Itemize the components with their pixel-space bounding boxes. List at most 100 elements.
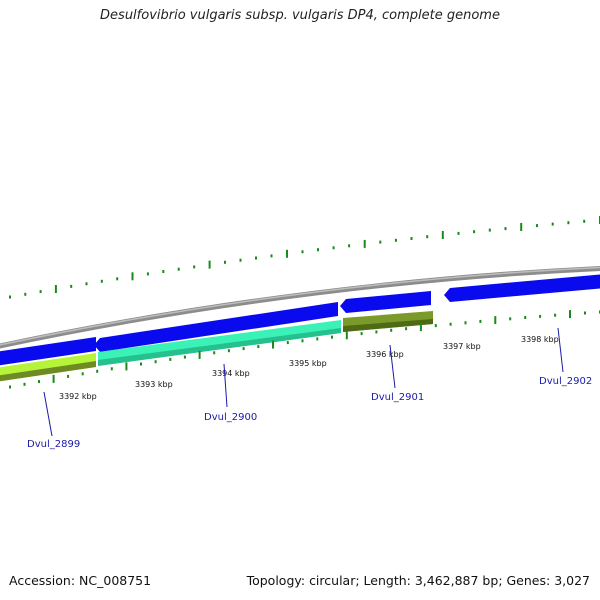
inner-scale-mark — [345, 331, 348, 340]
inner-scale-mark — [9, 385, 11, 389]
inner-scale-mark — [434, 324, 437, 328]
outer-gc-mark — [583, 219, 586, 223]
outer-gc-mark — [473, 230, 476, 234]
inner-scale-mark — [301, 339, 304, 343]
genes-value: 3,027 — [554, 573, 590, 588]
scale-label-3396: 3396 kbp — [366, 350, 404, 359]
outer-gc-mark — [332, 246, 335, 250]
inner-scale-mark — [405, 327, 408, 331]
inner-scale-mark — [125, 362, 128, 371]
inner-scale-mark — [23, 382, 26, 386]
outer-gc-mark — [394, 238, 397, 242]
outer-gc-mark — [116, 277, 119, 281]
gene-forward-1[interactable] — [0, 337, 96, 366]
outer-gc-mark — [162, 270, 165, 273]
outer-gc-mark — [224, 260, 226, 264]
outer-gc-mark — [146, 272, 149, 276]
outer-gc-mark — [131, 272, 134, 281]
outer-gc-mark — [363, 239, 366, 248]
outer-gc-mark — [536, 224, 538, 228]
gene-reverse-2899-shade — [0, 361, 96, 382]
genome-backbone — [0, 265, 600, 349]
topology-label: Topology: — [246, 573, 306, 588]
outer-gc-mark — [255, 256, 257, 260]
outer-gc-mark — [270, 254, 273, 258]
length-value: 3,462,887 bp — [414, 573, 499, 588]
inner-scale-mark — [479, 319, 482, 323]
inner-scale-mark — [316, 337, 319, 341]
gene-forward-4[interactable] — [444, 274, 600, 302]
gene-forward-2[interactable] — [94, 302, 338, 352]
gene-leader-2902 — [557, 327, 564, 373]
outer-gc-mark — [193, 265, 196, 269]
gene-label-dvul-2900[interactable]: Dvul_2900 — [204, 412, 257, 423]
gene-forward-3[interactable] — [340, 291, 431, 313]
inner-scale-mark — [242, 347, 245, 351]
outer-gc-mark — [70, 284, 73, 288]
genes-label: Genes: — [506, 573, 551, 588]
gene-label-dvul-2899[interactable]: Dvul_2899 — [27, 439, 80, 450]
accession-value: NC_008751 — [79, 573, 152, 588]
inner-scale-mark — [52, 374, 55, 383]
inner-scale-mark — [375, 330, 378, 334]
inner-scale-mark — [81, 372, 84, 376]
outer-gc-track — [9, 216, 600, 299]
inner-scale-mark — [569, 310, 571, 319]
inner-scale-mark — [494, 316, 497, 325]
inner-scale-mark — [554, 313, 557, 317]
outer-gc-mark — [286, 249, 288, 258]
inner-scale-mark — [257, 345, 260, 349]
outer-gc-mark — [54, 285, 57, 293]
scale-label-3395: 3395 kbp — [289, 359, 327, 368]
inner-scale-track — [9, 310, 600, 389]
inner-scale-mark — [390, 328, 393, 332]
outer-gc-mark — [410, 237, 413, 240]
inner-scale-mark — [272, 340, 274, 349]
outer-gc-mark — [9, 295, 11, 299]
inner-scale-mark — [38, 380, 40, 384]
inner-scale-mark — [140, 362, 142, 366]
outer-gc-mark — [426, 235, 429, 239]
scale-label-3397: 3397 kbp — [443, 342, 481, 351]
gene-reverse-2901-shade — [343, 319, 433, 332]
outer-gc-mark — [348, 244, 351, 248]
inner-scale-mark — [509, 317, 512, 321]
outer-gc-mark — [504, 227, 507, 231]
inner-scale-mark — [464, 321, 467, 325]
inner-scale-mark — [169, 357, 172, 361]
outer-gc-mark — [441, 231, 444, 239]
outer-gc-mark — [85, 282, 88, 286]
scale-label-3393: 3393 kbp — [135, 380, 173, 389]
outer-gc-mark — [457, 231, 460, 235]
inner-scale-mark — [67, 374, 70, 378]
outer-gc-mark — [301, 250, 304, 254]
inner-scale-mark — [96, 369, 99, 373]
gene-leader-2901 — [389, 344, 396, 389]
inner-scale-mark — [227, 349, 230, 353]
outer-gc-mark — [551, 222, 554, 226]
accession-label: Accession: — [9, 573, 76, 588]
inner-scale-mark — [183, 355, 186, 359]
outer-gc-mark — [24, 292, 27, 296]
inner-scale-mark — [154, 360, 157, 364]
outer-gc-mark — [100, 279, 103, 283]
gene-leader-2899 — [43, 391, 53, 437]
accession-info: Accession: NC_008751 — [9, 573, 151, 588]
gene-label-dvul-2902[interactable]: Dvul_2902 — [539, 376, 592, 387]
genome-backbone-highlight — [0, 266, 600, 346]
outer-gc-mark — [379, 240, 382, 244]
scale-label-3394: 3394 kbp — [212, 369, 250, 378]
scale-label-3398: 3398 kbp — [521, 335, 559, 344]
inner-scale-mark — [286, 341, 289, 345]
outer-gc-mark — [488, 228, 491, 232]
gene-label-dvul-2901[interactable]: Dvul_2901 — [371, 392, 424, 403]
outer-gc-mark — [208, 260, 211, 269]
outer-gc-mark — [239, 258, 242, 262]
outer-gc-mark — [177, 267, 180, 271]
inner-scale-mark — [213, 351, 216, 355]
outer-gc-mark — [39, 290, 42, 294]
length-label: Length: — [363, 573, 411, 588]
map-title: Desulfovibrio vulgaris subsp. vulgaris D… — [100, 8, 500, 23]
inner-scale-mark — [110, 367, 113, 371]
